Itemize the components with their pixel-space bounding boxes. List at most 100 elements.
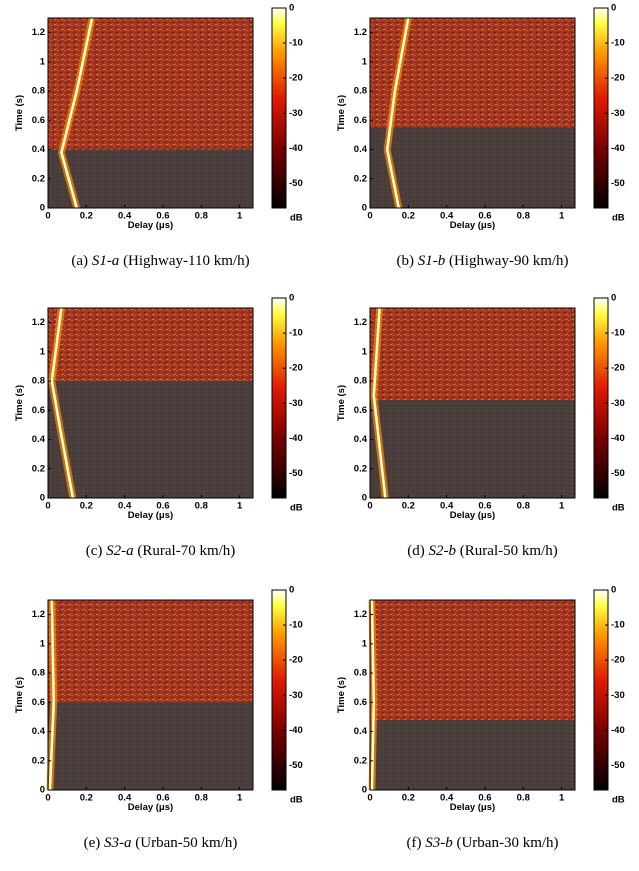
colorbar (271, 589, 287, 791)
colorbar-tick-label: 0 (611, 3, 616, 14)
plot-frame (369, 17, 576, 209)
y-tick-label: 0.8 (354, 86, 367, 97)
x-tick-label: 0.4 (118, 793, 132, 804)
colorbar-tick-label: -10 (289, 38, 303, 49)
x-axis-label: Delay (μs) (450, 220, 495, 231)
y-tick-label: 1.2 (32, 27, 45, 38)
caption: (c) S2-a (Rural-70 km/h) (86, 543, 236, 559)
y-axis-label: Time (s) (14, 677, 25, 713)
y-tick-label: 0.6 (354, 405, 367, 416)
colorbar-tick-label: -10 (611, 38, 625, 49)
y-tick-label: 0.2 (32, 755, 45, 766)
bright-region (370, 600, 575, 720)
x-tick-label: 1 (559, 211, 565, 222)
y-tick-label: 0.2 (32, 173, 45, 184)
y-tick-label: 1.2 (354, 317, 367, 328)
colorbar-tick-label: -20 (289, 73, 303, 84)
x-tick-label: 0.4 (118, 211, 132, 222)
caption-desc: (Urban-50 km/h) (135, 835, 237, 851)
bright-region (370, 308, 575, 401)
x-tick-label: 0.6 (156, 793, 169, 804)
bright-region (48, 18, 253, 150)
colorbar-tick-label: -50 (611, 468, 625, 479)
ridge (385, 17, 410, 209)
y-tick-label: 0.2 (354, 173, 367, 184)
y-tick-label: 0.4 (32, 726, 46, 737)
caption: (d) S2-b (Rural-50 km/h) (407, 543, 557, 559)
x-tick-label: 0.4 (440, 501, 454, 512)
x-axis-label: Delay (μs) (128, 802, 173, 813)
x-tick-label: 0.6 (478, 793, 491, 804)
ridge (48, 599, 55, 791)
bright-region (48, 600, 253, 703)
y-tick-label: 1.2 (32, 317, 45, 328)
colorbar-tick-label: -20 (611, 73, 625, 84)
x-axis-label: Delay (μs) (128, 510, 173, 521)
y-tick-label: 0.8 (354, 668, 367, 679)
x-tick-label: 1 (237, 501, 243, 512)
colorbar-tick-label: -30 (289, 690, 303, 701)
colorbar-tick-label: -50 (611, 178, 625, 189)
caption-label: (d) (407, 543, 425, 559)
colorbar-label: dB (290, 503, 303, 514)
y-tick-label: 0.4 (354, 144, 368, 155)
x-tick-label: 0.2 (402, 501, 415, 512)
colorbar-tick-label: -50 (289, 760, 303, 771)
colorbar-tick-label: -40 (289, 725, 303, 736)
colorbar-tick-label: -40 (611, 143, 625, 154)
colorbar-tick-label: -30 (289, 398, 303, 409)
y-tick-label: 0.4 (32, 144, 46, 155)
x-tick-label: 0.4 (118, 501, 132, 512)
colorbar-label: dB (290, 213, 303, 224)
y-tick-label: 0.6 (32, 405, 45, 416)
caption-name: S1-b (418, 253, 446, 269)
y-axis-label: Time (s) (14, 95, 25, 131)
y-tick-label: 0 (362, 493, 367, 504)
colorbar-tick-label: -20 (289, 655, 303, 666)
colorbar-tick-label: -10 (611, 328, 625, 339)
y-tick-label: 0.8 (354, 376, 367, 387)
x-tick-label: 0.8 (195, 501, 208, 512)
caption-desc: (Highway-90 km/h) (449, 253, 569, 269)
x-tick-label: 1 (559, 793, 565, 804)
colorbar-tick-label: -50 (289, 178, 303, 189)
y-tick-label: 1 (40, 346, 46, 357)
colorbar-tick-label: -20 (611, 655, 625, 666)
x-tick-label: 0 (367, 793, 372, 804)
y-tick-label: 0 (40, 203, 45, 214)
y-tick-label: 0.8 (32, 376, 45, 387)
y-tick-label: 0.6 (354, 697, 367, 708)
y-tick-label: 0.4 (354, 726, 368, 737)
x-tick-label: 0.2 (80, 501, 93, 512)
caption-desc: (Rural-50 km/h) (460, 543, 558, 559)
caption-label: (b) (396, 253, 414, 269)
y-tick-label: 0.6 (32, 697, 45, 708)
ridge (372, 307, 387, 499)
x-tick-label: 0.8 (195, 793, 208, 804)
caption-desc: (Urban-30 km/h) (456, 835, 558, 851)
x-tick-label: 0.8 (517, 793, 530, 804)
x-tick-label: 0.6 (156, 501, 169, 512)
colorbar-tick-label: -50 (289, 468, 303, 479)
colorbar-tick-label: 0 (611, 585, 616, 596)
colorbar-tick-label: -10 (289, 328, 303, 339)
x-tick-label: 0 (45, 211, 50, 222)
x-tick-label: 1 (237, 793, 243, 804)
y-tick-label: 1 (40, 638, 46, 649)
caption: (e) S3-a (Urban-50 km/h) (84, 835, 238, 851)
colorbar-tick-label: -40 (289, 143, 303, 154)
x-tick-label: 0 (45, 793, 50, 804)
colorbar-tick-label: -30 (611, 690, 625, 701)
plot-frame (47, 599, 254, 791)
y-tick-label: 1 (40, 56, 46, 67)
x-tick-label: 0.6 (478, 501, 491, 512)
ridge (60, 17, 94, 209)
caption-name: S1-a (92, 253, 120, 269)
y-tick-label: 0 (362, 203, 367, 214)
x-tick-label: 0 (45, 501, 50, 512)
colorbar-tick-label: 0 (611, 293, 616, 304)
colorbar-label: dB (612, 795, 625, 806)
colorbar-label: dB (290, 795, 303, 806)
colorbar-tick-label: -30 (611, 398, 625, 409)
caption-name: S2-b (429, 543, 457, 559)
